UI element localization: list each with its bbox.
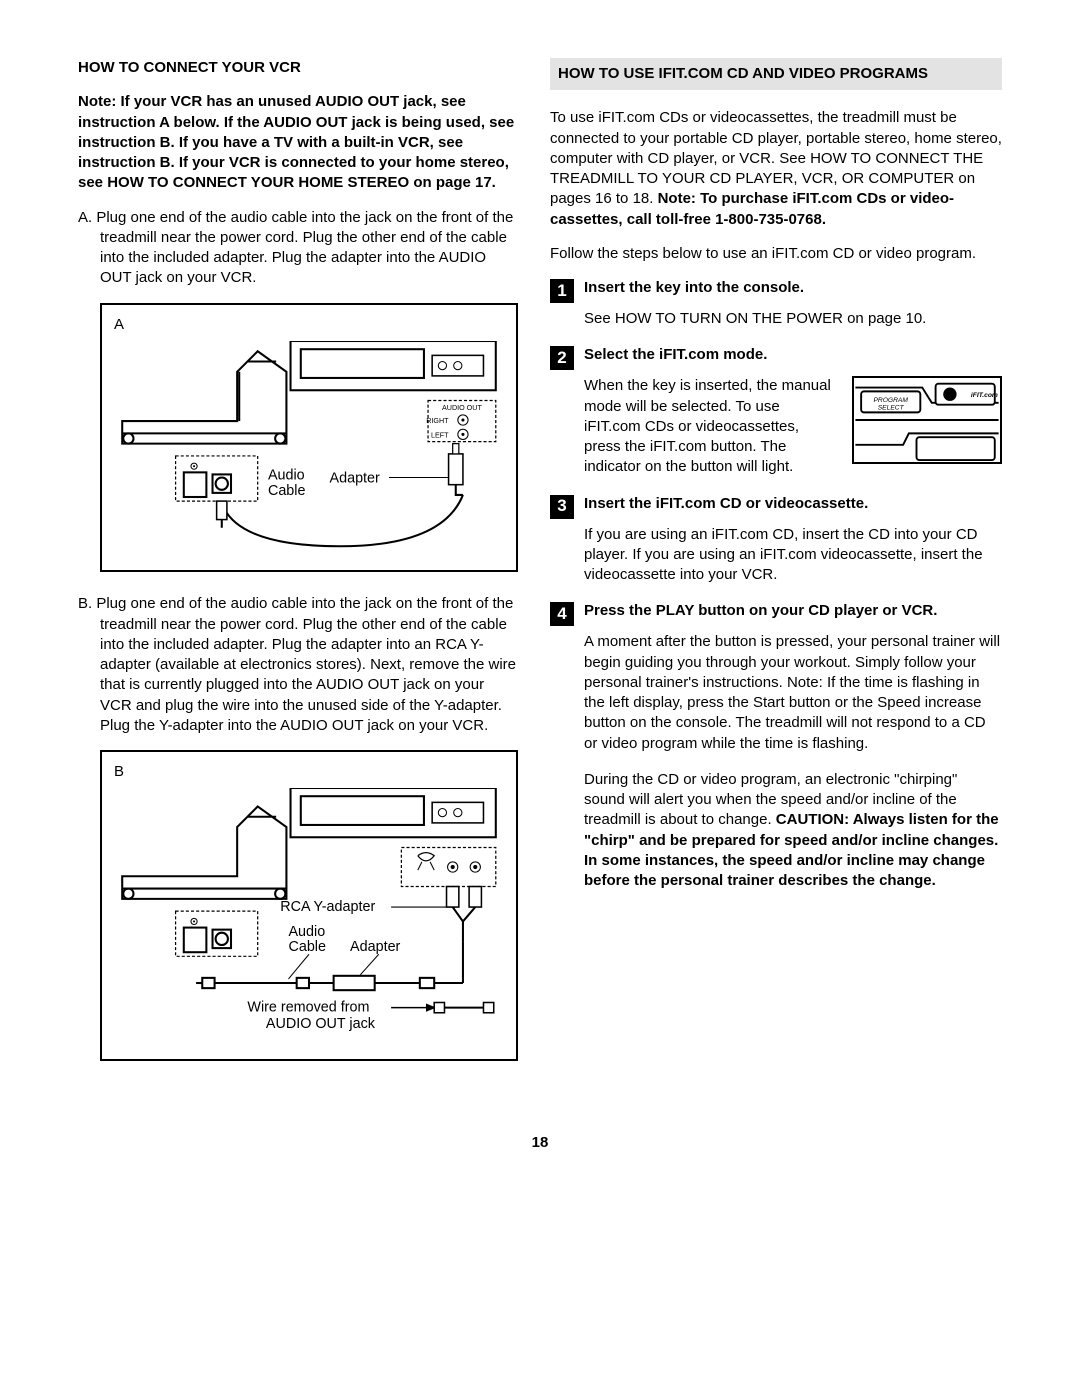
page-number: 18 — [78, 1133, 1002, 1153]
fig-b-wire-removed: Wire removed from — [247, 1000, 369, 1016]
left-label: LEFT — [431, 431, 449, 439]
paragraph-a: A. Plug one end of the audio cable into … — [78, 208, 518, 289]
right-label: RIGHT — [426, 417, 449, 425]
column-left: HOW TO CONNECT YOUR VCR Note: If your VC… — [78, 58, 518, 1083]
fig-b-audio-cable2: Cable — [288, 939, 326, 955]
step-2-title: Select the iFIT.com mode. — [584, 345, 1002, 365]
step-1-number: 1 — [550, 279, 574, 303]
console-select-label: SELECT — [878, 405, 905, 412]
audio-out-label: AUDIO OUT — [442, 404, 482, 412]
console-ifit-label: iFIT.com — [971, 392, 998, 399]
note-vcr: Note: If your VCR has an unused AUDIO OU… — [78, 92, 518, 193]
intro-paragraph-1: To use iFIT.com CDs or videocassettes, t… — [550, 108, 1002, 230]
step-3-body: If you are using an iFIT.com CD, insert … — [584, 525, 1002, 586]
figure-b-svg: RCA Y-adapter Audio Cable Adapter — [114, 788, 504, 1045]
step-4-body-1: A moment after the button is pressed, yo… — [584, 632, 1002, 754]
figure-b-label: B — [114, 762, 504, 782]
step-3: 3 Insert the iFIT.com CD or videocassett… — [550, 494, 1002, 519]
fig-b-rca: RCA Y-adapter — [280, 899, 375, 915]
figure-a-label: A — [114, 315, 504, 335]
step-4-title: Press the PLAY button on your CD player … — [584, 601, 1002, 621]
column-right: HOW TO USE IFIT.COM CD AND VIDEO PROGRAM… — [550, 58, 1002, 1083]
fig-a-audio-cable: Audio — [268, 467, 305, 483]
step-1-title: Insert the key into the console. — [584, 278, 1002, 298]
figure-a: A AUDIO OUT RIGHT LEFT — [100, 303, 518, 573]
step-4-body-2: During the CD or video program, an elect… — [584, 770, 1002, 892]
page-layout: HOW TO CONNECT YOUR VCR Note: If your VC… — [78, 58, 1002, 1083]
step-1: 1 Insert the key into the console. — [550, 278, 1002, 303]
step-2: 2 Select the iFIT.com mode. — [550, 345, 1002, 370]
fig-b-adapter: Adapter — [350, 939, 401, 955]
step-2-number: 2 — [550, 346, 574, 370]
step-3-title: Insert the iFIT.com CD or videocassette. — [584, 494, 1002, 514]
heading-connect-vcr: HOW TO CONNECT YOUR VCR — [78, 58, 518, 78]
figure-a-svg: AUDIO OUT RIGHT LEFT — [114, 341, 504, 557]
step-4-number: 4 — [550, 602, 574, 626]
fig-a-adapter: Adapter — [330, 470, 381, 486]
console-illustration: PROGRAM SELECT iFIT.com — [852, 376, 1002, 464]
step-3-number: 3 — [550, 495, 574, 519]
step-2-body-wrap: When the key is inserted, the manual mod… — [584, 376, 1002, 477]
console-program-label: PROGRAM — [873, 397, 908, 404]
fig-b-audio-cable: Audio — [288, 924, 325, 940]
heading-ifit: HOW TO USE IFIT.COM CD AND VIDEO PROGRAM… — [550, 58, 1002, 90]
intro-paragraph-2: Follow the steps below to use an iFIT.co… — [550, 244, 1002, 264]
paragraph-b: B. Plug one end of the audio cable into … — [78, 594, 518, 736]
fig-a-audio-cable2: Cable — [268, 483, 306, 499]
figure-b: B — [100, 750, 518, 1061]
fig-b-audio-out-jack: AUDIO OUT jack — [266, 1016, 376, 1032]
step-1-body: See HOW TO TURN ON THE POWER on page 10. — [584, 309, 1002, 329]
step-4: 4 Press the PLAY button on your CD playe… — [550, 601, 1002, 626]
step-2-body: When the key is inserted, the manual mod… — [584, 376, 838, 477]
